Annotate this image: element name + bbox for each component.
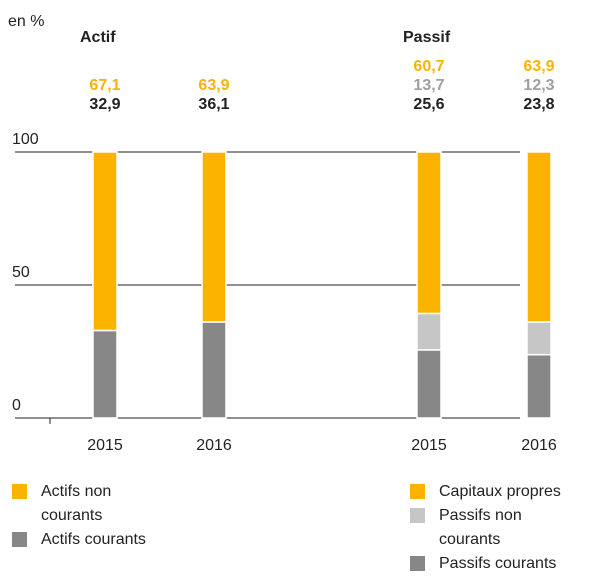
bar-segment [92,151,118,332]
y-tick-label: 100 [12,131,39,148]
value-label: 36,1 [198,96,229,113]
legend-swatch [410,556,425,571]
y-tick-label: 0 [12,397,21,414]
value-label: 12,3 [523,77,554,94]
value-label: 63,9 [198,77,229,94]
legend-label: Actifs courants [41,531,146,548]
bar-segment [416,151,442,315]
group-label: Actif [80,29,116,46]
x-tick-label: 2015 [411,437,447,454]
bar-segment [526,353,552,419]
legend-item: Capitaux propres [410,480,580,504]
legend-swatch [410,484,425,499]
legend-swatch [410,508,425,523]
legend-swatch [12,532,27,547]
bar-segment [526,321,552,356]
bar-segment [416,349,442,419]
unit-label: en % [8,13,44,30]
x-tick-label: 2015 [87,437,123,454]
legend-item: Passifs courants [410,552,580,576]
group-label: Passif [403,29,451,46]
bar-segment [201,151,227,323]
legend-item: Actifs non courants [12,480,272,528]
bar-segment [416,312,442,351]
value-label: 23,8 [523,96,554,113]
bar-segment [92,329,118,419]
value-label: 60,7 [413,58,444,75]
x-tick-label: 2016 [196,437,232,454]
legend-label: Passifs courants [439,555,557,572]
value-label: 13,7 [413,77,444,94]
value-label: 25,6 [413,96,444,113]
legend-label: Actifs non courants [41,483,112,524]
x-tick-label: 2016 [521,437,557,454]
value-label: 67,1 [89,77,120,94]
legend-item: Passifs non courants [410,504,580,552]
legend-swatch [12,484,27,499]
value-label: 32,9 [89,96,120,113]
bar-segment [526,151,552,323]
y-tick-label: 50 [12,264,30,281]
bar-segment [201,321,227,419]
value-label: 63,9 [523,58,554,75]
legend-label: Passifs non courants [439,507,522,548]
legend-label: Capitaux propres [439,483,561,500]
legend-item: Actifs courants [12,528,272,552]
